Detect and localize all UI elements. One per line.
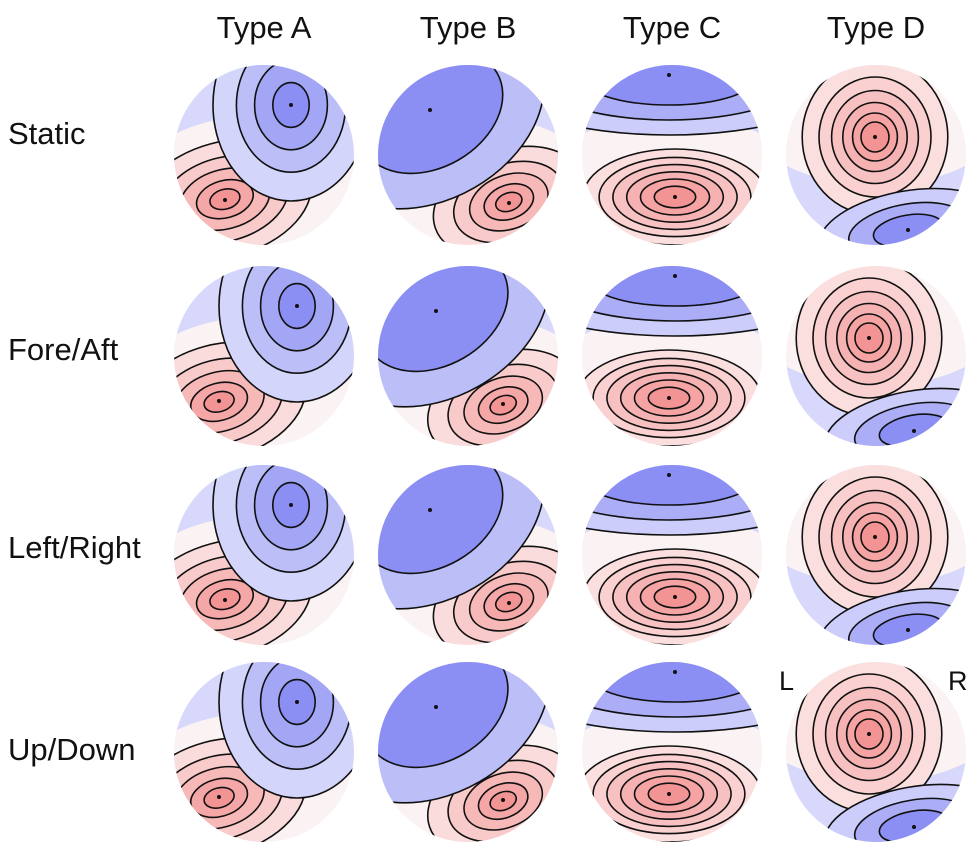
head-map-r3-c1 — [174, 465, 354, 645]
row-label-fore-aft: Fore/Aft — [8, 332, 119, 367]
peak-marker — [217, 399, 221, 403]
column-label-type-a: Type A — [216, 10, 312, 45]
peak-marker — [289, 503, 293, 507]
head-map-r2-c4 — [786, 266, 966, 446]
peak-marker — [906, 228, 910, 232]
peak-marker — [673, 595, 677, 599]
peak-marker — [434, 705, 438, 709]
peak-marker — [223, 598, 227, 602]
peak-marker — [867, 732, 871, 736]
peak-marker — [873, 535, 877, 539]
head-map-r1-c1 — [174, 65, 354, 245]
peak-marker — [667, 396, 671, 400]
peak-marker — [507, 201, 511, 205]
peak-marker — [295, 304, 299, 308]
peak-marker — [501, 798, 505, 802]
peak-marker — [289, 103, 293, 107]
peak-marker — [912, 429, 916, 433]
row-label-left-right: Left/Right — [8, 530, 141, 565]
orientation-left-label: L — [779, 666, 795, 696]
peak-marker — [434, 309, 438, 313]
peak-marker — [428, 508, 432, 512]
head-map-r3-c4 — [786, 465, 966, 645]
column-label-type-b: Type B — [419, 10, 517, 45]
peak-marker — [507, 601, 511, 605]
peak-marker — [667, 792, 671, 796]
peak-marker — [217, 795, 221, 799]
column-label-type-c: Type C — [622, 10, 722, 45]
orientation-right-label: R — [948, 666, 968, 696]
peak-marker — [428, 108, 432, 112]
peak-marker — [667, 73, 671, 77]
peak-marker — [873, 135, 877, 139]
row-label-up-down: Up/Down — [8, 732, 136, 767]
peak-marker — [223, 198, 227, 202]
peak-marker — [295, 700, 299, 704]
peak-marker — [501, 402, 505, 406]
head-map-r4-c4 — [786, 662, 966, 842]
peak-marker — [667, 473, 671, 477]
peak-marker — [867, 336, 871, 340]
peak-marker — [673, 195, 677, 199]
head-map-r1-c4 — [786, 65, 966, 245]
row-label-static: Static — [8, 116, 86, 151]
peak-marker — [673, 670, 677, 674]
peak-marker — [912, 825, 916, 829]
peak-marker — [906, 628, 910, 632]
peak-marker — [673, 274, 677, 278]
column-label-type-d: Type D — [826, 10, 926, 45]
head-map-r2-c1 — [174, 266, 354, 446]
